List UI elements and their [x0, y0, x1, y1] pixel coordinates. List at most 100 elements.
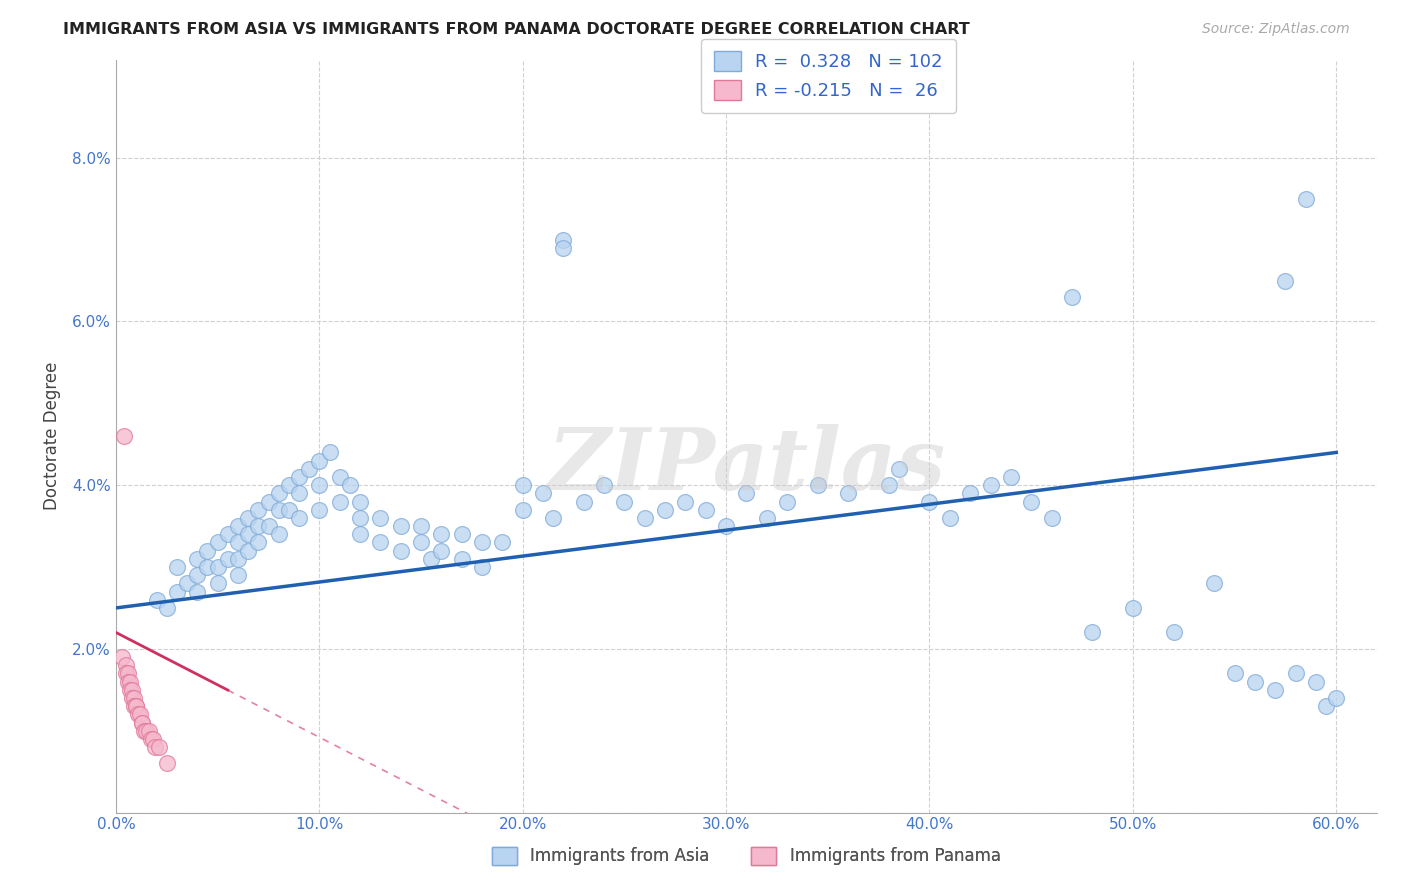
Point — [148, 740, 170, 755]
Point — [1244, 674, 1267, 689]
Point — [115, 658, 138, 673]
Point — [512, 478, 534, 492]
Point — [512, 502, 534, 516]
Legend: Immigrants from Asia, Immigrants from Panama: Immigrants from Asia, Immigrants from Pa… — [485, 840, 1008, 872]
Point — [430, 527, 453, 541]
Point — [714, 519, 737, 533]
Point — [217, 551, 239, 566]
Point — [541, 511, 564, 525]
Point — [138, 723, 160, 738]
Point — [979, 478, 1001, 492]
Point — [409, 535, 432, 549]
Point — [112, 429, 135, 443]
Point — [166, 584, 188, 599]
Point — [267, 486, 290, 500]
Y-axis label: Doctorate Degree: Doctorate Degree — [44, 362, 60, 510]
Point — [135, 723, 157, 738]
Point — [1163, 625, 1185, 640]
Point — [207, 535, 229, 549]
Point — [807, 478, 830, 492]
Point — [471, 535, 494, 549]
Point — [349, 511, 371, 525]
Point — [288, 470, 311, 484]
Point — [1122, 601, 1144, 615]
Point — [420, 551, 443, 566]
Point — [207, 560, 229, 574]
Point — [257, 519, 280, 533]
Point — [1019, 494, 1042, 508]
Point — [675, 494, 697, 508]
Point — [134, 723, 156, 738]
Point — [122, 690, 145, 705]
Point — [837, 486, 859, 500]
Point — [125, 699, 148, 714]
Point — [247, 535, 270, 549]
Point — [1305, 674, 1327, 689]
Point — [143, 740, 166, 755]
Point — [308, 478, 330, 492]
Point — [1315, 699, 1337, 714]
Point — [145, 592, 167, 607]
Point — [370, 535, 392, 549]
Point — [430, 543, 453, 558]
Point — [217, 527, 239, 541]
Point — [471, 560, 494, 574]
Point — [166, 560, 188, 574]
Point — [277, 478, 299, 492]
Point — [531, 486, 554, 500]
Point — [1324, 690, 1347, 705]
Point — [1274, 274, 1296, 288]
Point — [117, 666, 139, 681]
Point — [959, 486, 981, 500]
Point — [120, 674, 142, 689]
Point — [654, 502, 676, 516]
Point — [613, 494, 636, 508]
Point — [1040, 511, 1063, 525]
Point — [695, 502, 717, 516]
Point — [553, 241, 575, 255]
Point — [186, 584, 208, 599]
Point — [918, 494, 941, 508]
Point — [277, 502, 299, 516]
Point — [267, 502, 290, 516]
Point — [349, 494, 371, 508]
Point — [197, 560, 219, 574]
Point — [1204, 576, 1226, 591]
Point — [755, 511, 778, 525]
Point — [156, 756, 179, 771]
Point — [370, 511, 392, 525]
Point — [142, 731, 165, 746]
Text: IMMIGRANTS FROM ASIA VS IMMIGRANTS FROM PANAMA DOCTORATE DEGREE CORRELATION CHAR: IMMIGRANTS FROM ASIA VS IMMIGRANTS FROM … — [63, 22, 970, 37]
Point — [389, 543, 412, 558]
Point — [120, 682, 142, 697]
Point — [1264, 682, 1286, 697]
Point — [349, 527, 371, 541]
Point — [776, 494, 799, 508]
Point — [1284, 666, 1306, 681]
Text: Source: ZipAtlas.com: Source: ZipAtlas.com — [1202, 22, 1350, 37]
Point — [197, 543, 219, 558]
Point — [308, 453, 330, 467]
Point — [226, 535, 249, 549]
Point — [115, 666, 138, 681]
Point — [572, 494, 595, 508]
Point — [1223, 666, 1246, 681]
Point — [288, 486, 311, 500]
Point — [257, 494, 280, 508]
Point — [491, 535, 513, 549]
Point — [226, 551, 249, 566]
Point — [226, 568, 249, 582]
Point — [553, 233, 575, 247]
Point — [176, 576, 198, 591]
Point — [131, 715, 153, 730]
Point — [877, 478, 900, 492]
Point — [121, 690, 143, 705]
Point — [186, 551, 208, 566]
Point — [339, 478, 361, 492]
Point — [238, 543, 260, 558]
Point — [329, 470, 352, 484]
Point — [156, 601, 179, 615]
Point — [111, 650, 134, 665]
Point — [1060, 290, 1083, 304]
Point — [318, 445, 340, 459]
